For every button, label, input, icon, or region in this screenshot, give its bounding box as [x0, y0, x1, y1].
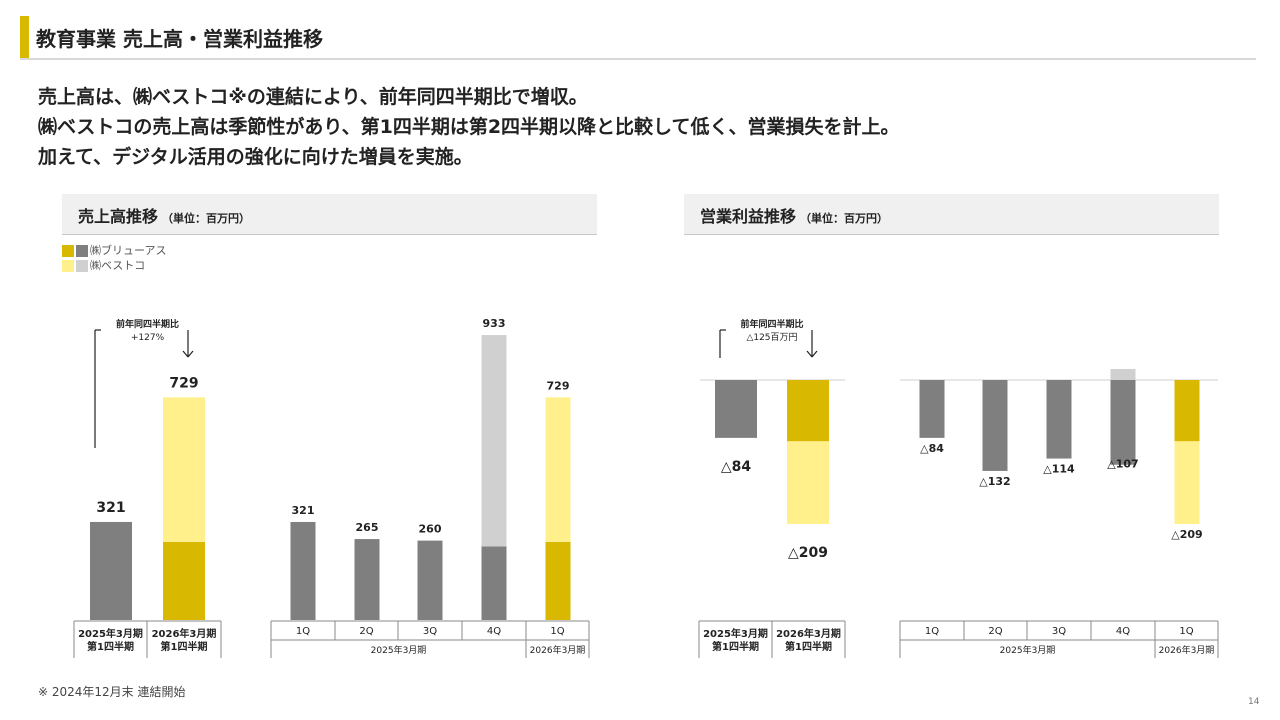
bar-bestco [545, 397, 571, 542]
page-number: 14 [1248, 697, 1260, 707]
bar-brewus [787, 380, 829, 442]
sales-panel-header: 売上高推移 （単位：百万円） [62, 194, 597, 235]
data-label: △114 [1043, 463, 1075, 476]
profit-panel-header: 営業利益推移 （単位：百万円） [684, 194, 1219, 235]
data-label: 729 [169, 375, 198, 391]
category-label: 第1四半期 [87, 640, 134, 653]
lead-line-3: 加えて、デジタル活用の強化に向けた増員を実施。 [38, 146, 473, 168]
data-label: △84 [920, 442, 944, 455]
legend-item-bestco: ㈱ベストコ [62, 257, 146, 272]
bar-brewus [163, 541, 205, 620]
bar-brewus [481, 546, 507, 620]
category-label: 第1四半期 [712, 640, 759, 653]
legend-swatch-gray [76, 245, 88, 257]
data-label: 933 [483, 317, 506, 330]
bar-bestco [481, 335, 507, 547]
legend-swatch-accent [62, 245, 74, 257]
bar-brewus [290, 521, 316, 620]
bracket-arrow [806, 350, 813, 358]
category-label: 1Q [1179, 626, 1193, 637]
category-label: 3Q [423, 626, 437, 637]
bar-brewus [354, 539, 380, 620]
category-label: 第1四半期 [785, 640, 832, 653]
data-label: 729 [547, 379, 570, 392]
bar-brewus [919, 380, 945, 438]
data-label: △132 [979, 475, 1010, 488]
title-bar: 教育事業 売上高・営業利益推移 [20, 16, 1256, 60]
bar-brewus [982, 380, 1008, 471]
data-label: △107 [1107, 458, 1138, 471]
bar-brewus [545, 541, 571, 620]
lead-line-2: ㈱ベストコの売上高は季節性があり、第1四半期は第2四半期以降と比較して低く、営業… [38, 116, 900, 138]
category-label: 1Q [925, 626, 939, 637]
group-label: 2026年3月期 [530, 644, 586, 656]
data-label: 260 [419, 523, 442, 536]
sales-panel-unit: （単位：百万円） [162, 212, 251, 225]
data-label: 321 [96, 500, 125, 516]
category-label: 2025年3月期 [78, 627, 143, 640]
category-label: 2Q [988, 626, 1002, 637]
data-label: △84 [721, 459, 752, 475]
bar-bestco [1110, 368, 1136, 380]
page-title: 教育事業 売上高・営業利益推移 [36, 27, 323, 51]
bar-brewus [1174, 380, 1200, 442]
profit-panel-title: 営業利益推移 [700, 207, 797, 226]
sales-panel-title: 売上高推移 [78, 207, 159, 226]
category-label: 第1四半期 [161, 640, 208, 653]
category-label: 2Q [359, 626, 373, 637]
footnote: ※ 2024年12月末 連結開始 [38, 685, 186, 699]
legend-swatch-light-yellow [62, 260, 74, 272]
bracket-arrow [182, 350, 189, 358]
category-label: 1Q [550, 626, 564, 637]
annotation-text: 前年同四半期比 [116, 318, 179, 330]
data-label: 321 [292, 504, 315, 517]
title-accent [20, 16, 29, 58]
legend-label: ㈱ベストコ [90, 259, 146, 272]
data-label: 265 [356, 521, 379, 534]
data-label: △209 [788, 545, 828, 561]
group-label: 2025年3月期 [1000, 644, 1056, 656]
category-label: 3Q [1052, 626, 1066, 637]
category-label: 2026年3月期 [152, 627, 217, 640]
bar-bestco [1174, 441, 1200, 525]
annotation-text: +127% [131, 333, 165, 343]
bar-bestco [787, 441, 829, 525]
legend-swatch-light-gray [76, 260, 88, 272]
annotation-text: △125百万円 [746, 332, 797, 343]
category-label: 4Q [1116, 626, 1130, 637]
profit-panel-unit: （単位：百万円） [800, 212, 889, 225]
category-label: 2026年3月期 [776, 627, 841, 640]
bracket-arrow [811, 350, 818, 358]
data-label: △209 [1171, 528, 1202, 541]
bar-brewus [417, 540, 443, 620]
bar-bestco [163, 397, 205, 542]
bracket-arrow [187, 350, 194, 358]
annotation-text: 前年同四半期比 [740, 318, 803, 330]
category-label: 4Q [487, 626, 501, 637]
legend-label: ㈱ブリューアス [90, 244, 167, 257]
bar-brewus [1110, 380, 1136, 465]
group-label: 2025年3月期 [371, 644, 427, 656]
lead-line-1: 売上高は、㈱ベストコ※の連結により、前年同四半期比で増収。 [38, 86, 588, 108]
category-label: 2025年3月期 [703, 627, 768, 640]
legend-item-brewus: ㈱ブリューアス [62, 242, 167, 257]
bar-brewus [90, 521, 132, 620]
group-label: 2026年3月期 [1159, 644, 1215, 656]
category-label: 1Q [296, 626, 310, 637]
bar-brewus [715, 380, 757, 438]
bar-brewus [1046, 380, 1072, 459]
